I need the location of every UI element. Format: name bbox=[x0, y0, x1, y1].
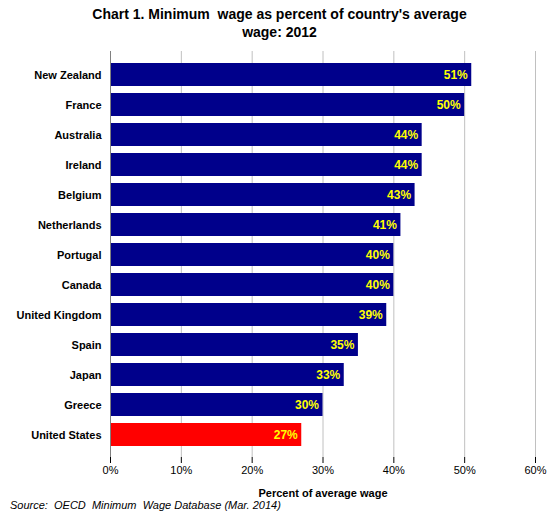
svg-text:Ireland: Ireland bbox=[65, 159, 101, 171]
svg-text:0%: 0% bbox=[103, 464, 119, 476]
svg-text:Australia: Australia bbox=[54, 129, 102, 141]
html-text:Chart 1. Minimum wage as perce: Chart 1. Minimum wage as percent of coun… bbox=[92, 6, 467, 40]
svg-text:Spain: Spain bbox=[72, 339, 102, 351]
svg-text:51%: 51% bbox=[444, 68, 468, 82]
svg-text:Netherlands: Netherlands bbox=[38, 219, 102, 231]
svg-text:40%: 40% bbox=[366, 248, 390, 262]
svg-text:41%: 41% bbox=[373, 218, 397, 232]
svg-text:35%: 35% bbox=[330, 338, 354, 352]
svg-text:United States: United States bbox=[31, 429, 101, 441]
svg-text:44%: 44% bbox=[394, 158, 418, 172]
svg-text:New Zealand: New Zealand bbox=[34, 69, 101, 81]
svg-text:43%: 43% bbox=[387, 188, 411, 202]
svg-text:60%: 60% bbox=[524, 464, 546, 476]
svg-text:33%: 33% bbox=[316, 368, 340, 382]
svg-text:40%: 40% bbox=[383, 464, 405, 476]
svg-text:Belgium: Belgium bbox=[58, 189, 102, 201]
svg-text:France: France bbox=[65, 99, 101, 111]
svg-text:44%: 44% bbox=[394, 128, 418, 142]
svg-text:40%: 40% bbox=[366, 278, 390, 292]
svg-text:50%: 50% bbox=[437, 98, 461, 112]
svg-text:39%: 39% bbox=[359, 308, 383, 322]
svg-text:Canada: Canada bbox=[62, 279, 103, 291]
svg-text:20%: 20% bbox=[241, 464, 263, 476]
svg-text:Percent of average wage: Percent of average wage bbox=[258, 487, 387, 499]
svg-text:United Kingdom: United Kingdom bbox=[17, 309, 102, 321]
svg-text:Greece: Greece bbox=[64, 399, 101, 411]
svg-text:30%: 30% bbox=[312, 464, 334, 476]
svg-text:10%: 10% bbox=[170, 464, 192, 476]
svg-text:27%: 27% bbox=[274, 428, 298, 442]
svg-text:Portugal: Portugal bbox=[57, 249, 102, 261]
svg-text:50%: 50% bbox=[454, 464, 476, 476]
svg-text:Japan: Japan bbox=[70, 369, 102, 381]
svg-text:30%: 30% bbox=[295, 398, 319, 412]
html-text:Source: OECD Minimum Wage Data: Source: OECD Minimum Wage Database (Mar.… bbox=[10, 499, 281, 511]
